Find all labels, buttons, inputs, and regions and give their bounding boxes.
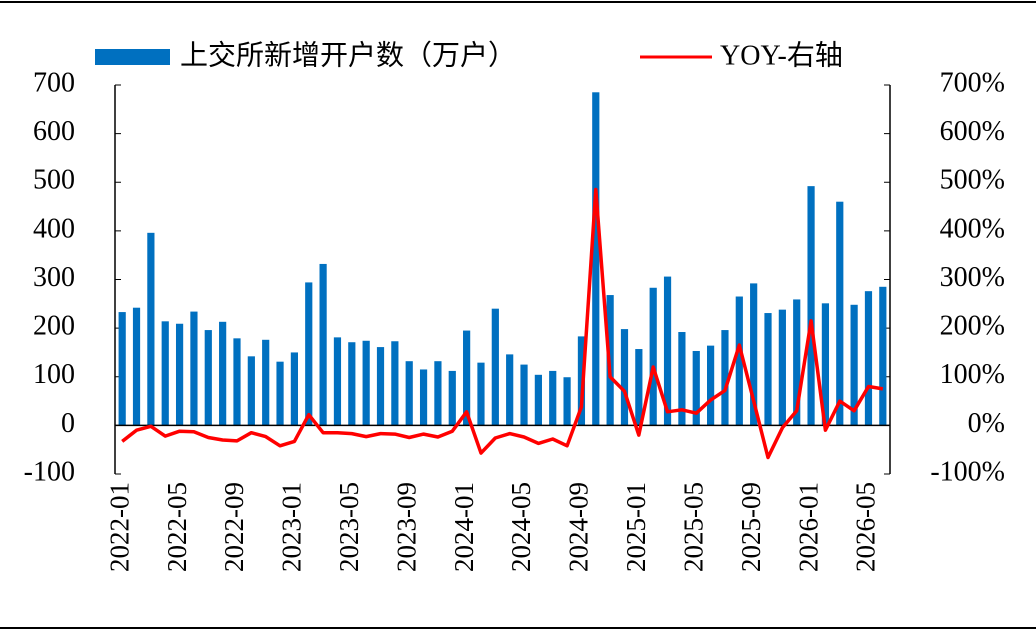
bar	[247, 356, 255, 426]
bar	[419, 369, 428, 426]
y-tick-label: 700	[33, 67, 75, 98]
bar	[405, 361, 413, 426]
bar	[333, 337, 342, 426]
bar	[219, 321, 227, 426]
bar	[735, 296, 743, 426]
x-tick-label: 2025-01	[621, 482, 651, 572]
legend-swatch-bar	[95, 49, 170, 65]
bar	[721, 330, 729, 426]
y-tick-label: 400	[33, 213, 75, 244]
line	[121, 187, 884, 460]
x-tick-label: 2025-09	[736, 482, 766, 572]
x-tick-label: 2025-05	[678, 482, 708, 572]
y-tick-label: 500	[33, 165, 75, 196]
x-tick-label: 2022-05	[162, 482, 192, 572]
bar	[491, 308, 499, 426]
y-tick-label: 600	[33, 116, 75, 147]
x-tick-label: 2023-05	[334, 482, 364, 572]
x-tick-label: 2023-09	[391, 482, 421, 572]
bar	[750, 283, 758, 426]
bar	[391, 341, 399, 426]
bar	[649, 287, 657, 426]
bar	[463, 330, 471, 426]
bar	[534, 374, 542, 426]
bar	[836, 201, 844, 426]
x-tick-label: 2024-09	[564, 482, 594, 572]
bar	[821, 303, 830, 426]
y2-tick-label: 0%	[968, 408, 1005, 439]
bar	[620, 329, 629, 426]
x-tick-label: 2024-05	[506, 482, 536, 572]
bar	[118, 312, 126, 426]
y2-tick-label: 300%	[940, 262, 1005, 293]
bar	[592, 92, 600, 426]
bar	[793, 299, 801, 426]
bar	[879, 286, 887, 426]
y2-tick-label: -100%	[930, 456, 1005, 487]
bar	[147, 232, 155, 426]
bar	[262, 339, 270, 426]
x-tick-label: 2022-01	[104, 482, 134, 572]
bar	[276, 361, 284, 426]
bar	[434, 361, 442, 426]
legend-label: 上交所新增开户数（万户）	[180, 39, 516, 71]
bar	[520, 364, 528, 426]
bar	[376, 347, 385, 426]
x-tick-label: 2026-05	[851, 482, 881, 572]
y-tick-label: 0	[61, 408, 75, 439]
bar	[175, 323, 184, 426]
y-tick-label: 100	[33, 359, 75, 390]
y2-tick-label: 500%	[940, 165, 1005, 196]
bar	[290, 352, 298, 426]
bar	[807, 186, 815, 426]
y-tick-label: -100	[24, 456, 75, 487]
x-tick-label: 2024-01	[449, 482, 479, 572]
bar	[663, 276, 672, 426]
y-tick-label: 200	[33, 311, 75, 342]
x-tick-label: 2023-01	[277, 482, 307, 572]
bar	[635, 349, 643, 426]
bar	[190, 311, 198, 426]
bar	[764, 313, 772, 426]
bar	[204, 330, 212, 426]
bar	[563, 377, 571, 426]
bar	[448, 370, 456, 426]
bar	[305, 282, 313, 426]
y2-tick-label: 400%	[940, 213, 1005, 244]
x-tick-label: 2022-09	[219, 482, 249, 572]
bar	[348, 342, 356, 426]
bar	[850, 304, 858, 426]
y2-tick-label: 100%	[940, 359, 1005, 390]
y2-tick-label: 200%	[940, 311, 1005, 342]
bar	[692, 350, 700, 426]
bar	[707, 345, 715, 426]
legend-label: YOY-右轴	[720, 39, 843, 71]
bar	[506, 354, 514, 426]
bar	[362, 340, 370, 426]
bar	[132, 307, 141, 426]
bar	[864, 291, 873, 426]
x-tick-label: 2026-01	[793, 482, 823, 572]
y2-tick-label: 700%	[940, 67, 1005, 98]
y2-tick-label: 600%	[940, 116, 1005, 147]
bar	[678, 332, 686, 426]
y-tick-label: 300	[33, 262, 75, 293]
bar	[477, 362, 485, 426]
bar	[161, 321, 169, 426]
bar	[549, 370, 557, 426]
bar	[778, 309, 786, 426]
bar	[319, 263, 327, 426]
bar	[233, 338, 241, 426]
